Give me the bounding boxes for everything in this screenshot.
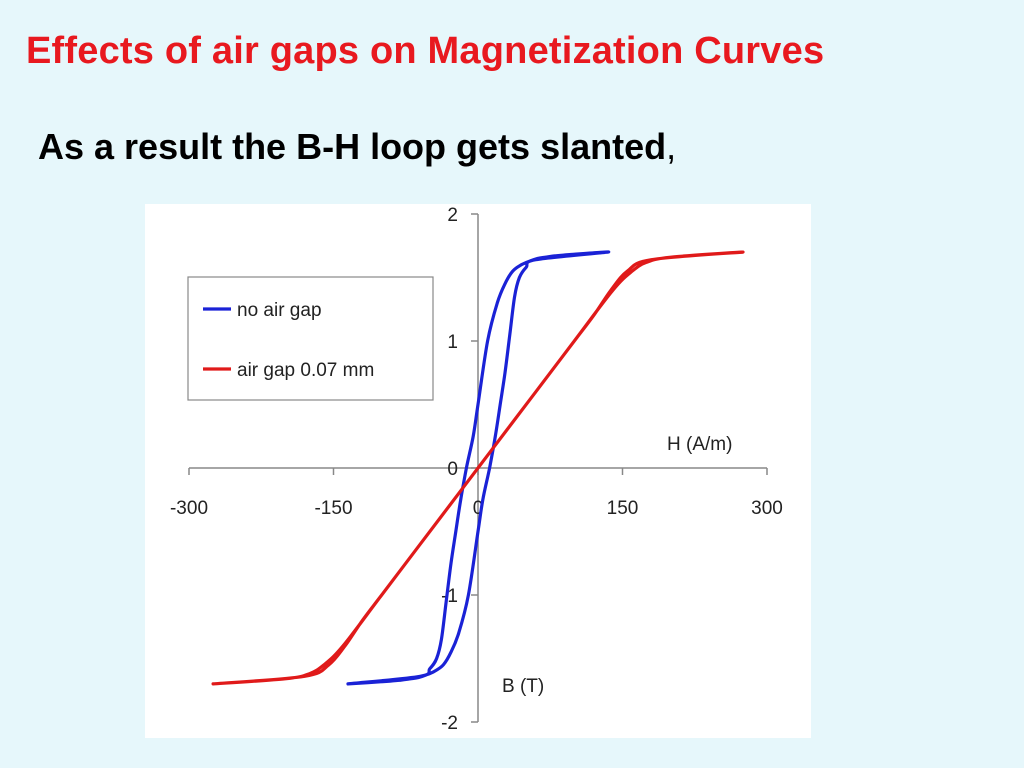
x-tick-label: 150	[607, 498, 639, 519]
y-tick-label: 2	[447, 205, 458, 226]
series-layer	[211, 250, 745, 686]
y-tick-label: 1	[447, 332, 458, 353]
x-axis-title: H (A/m)	[667, 434, 732, 455]
y-tick-label: -2	[441, 713, 458, 734]
x-tick-label: 300	[751, 498, 783, 519]
chart-canvas: -300 -150 0 150 300 2 1 0 -1 -2 H (A/m) B (T) no …	[170, 205, 783, 734]
subtitle-comma: ,	[666, 126, 677, 167]
y-axis-title: B (T)	[502, 676, 544, 697]
slide-subtitle: As a result the B-H loop gets slanted,	[38, 126, 676, 168]
slide-title: Effects of air gaps on Magnetization Cur…	[26, 30, 825, 72]
chart-legend: no air gap air gap 0.07 mm	[187, 276, 434, 401]
legend-label: no air gap	[237, 300, 322, 321]
subtitle-main: As a result the B-H loop gets slanted	[38, 126, 667, 167]
y-tick-label: 0	[447, 459, 458, 480]
x-tick-label: -150	[314, 498, 352, 519]
legend-box	[187, 276, 434, 401]
x-tick-label: 0	[473, 498, 484, 519]
series-air-gap	[211, 250, 745, 686]
x-tick-label: -300	[170, 498, 208, 519]
bh-loop-chart: -300 -150 0 150 300 2 1 0 -1 -2 H (A/m) B (T) no …	[145, 204, 811, 738]
series-no-air-gap	[346, 250, 611, 686]
y-tick-label: -1	[441, 586, 458, 607]
legend-label: air gap 0.07 mm	[237, 360, 374, 381]
ticks-layer: -300 -150 0 150 300 2 1 0 -1 -2	[170, 205, 783, 734]
